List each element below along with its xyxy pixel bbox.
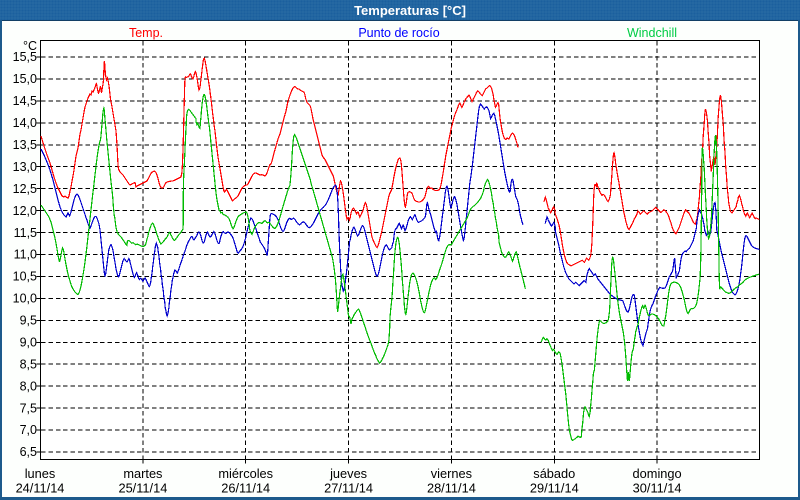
svg-text:Temp.: Temp.	[129, 26, 163, 40]
svg-text:8,5: 8,5	[20, 357, 37, 371]
svg-text:13,0: 13,0	[13, 160, 37, 174]
svg-text:7,5: 7,5	[20, 401, 37, 415]
svg-text:27/11/14: 27/11/14	[324, 481, 373, 496]
svg-text:°C: °C	[23, 39, 37, 53]
svg-text:28/11/14: 28/11/14	[427, 481, 476, 496]
svg-text:Windchill: Windchill	[627, 26, 677, 40]
svg-text:15,0: 15,0	[13, 72, 37, 86]
svg-text:miércoles: miércoles	[218, 466, 273, 481]
svg-text:8,0: 8,0	[20, 379, 37, 393]
svg-text:lunes: lunes	[25, 466, 56, 481]
svg-text:29/11/14: 29/11/14	[530, 481, 579, 496]
svg-text:11,5: 11,5	[14, 226, 37, 240]
svg-text:sábado: sábado	[533, 466, 575, 481]
svg-text:26/11/14: 26/11/14	[221, 481, 270, 496]
svg-text:14,5: 14,5	[13, 94, 37, 108]
svg-text:15,5: 15,5	[13, 50, 37, 64]
svg-text:10,5: 10,5	[13, 270, 37, 284]
svg-text:10,0: 10,0	[13, 292, 37, 306]
svg-text:9,5: 9,5	[20, 314, 37, 328]
svg-text:30/11/14: 30/11/14	[633, 481, 682, 496]
svg-text:12,5: 12,5	[13, 182, 37, 196]
svg-text:jueves: jueves	[329, 466, 367, 481]
svg-text:9,0: 9,0	[20, 336, 37, 350]
svg-text:13,5: 13,5	[13, 138, 37, 152]
svg-text:viernes: viernes	[431, 466, 472, 481]
svg-text:6,5: 6,5	[20, 445, 37, 459]
svg-text:Punto de rocío: Punto de rocío	[358, 26, 439, 40]
svg-text:12,0: 12,0	[13, 204, 37, 218]
svg-text:domingo: domingo	[633, 466, 682, 481]
svg-text:14,0: 14,0	[13, 116, 37, 130]
svg-text:martes: martes	[123, 466, 162, 481]
svg-text:11,0: 11,0	[14, 248, 37, 262]
svg-text:7,0: 7,0	[20, 423, 37, 437]
svg-text:24/11/14: 24/11/14	[16, 481, 65, 496]
svg-text:25/11/14: 25/11/14	[118, 481, 167, 496]
